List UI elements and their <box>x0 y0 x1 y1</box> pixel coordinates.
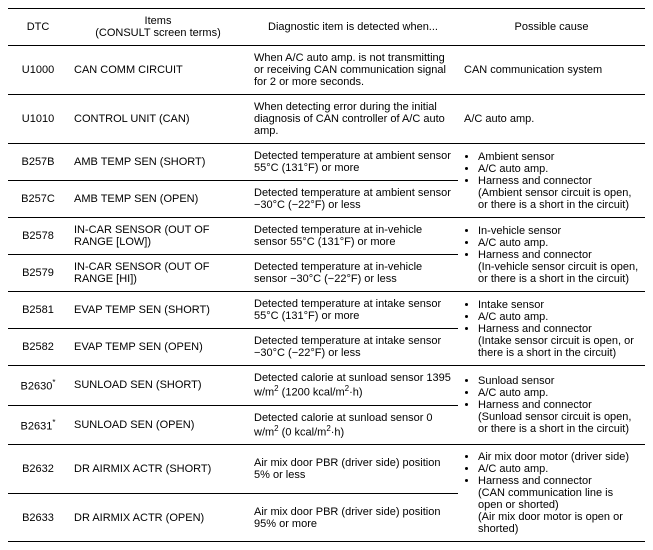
cause-list-item: A/C auto amp. <box>478 311 639 323</box>
table-row: B2630*SUNLOAD SEN (SHORT)Detected calori… <box>8 366 645 406</box>
table-row: B2581EVAP TEMP SEN (SHORT)Detected tempe… <box>8 292 645 329</box>
cause-subtext: (Intake sensor circuit is open, or there… <box>464 335 639 359</box>
diag-cell: Detected temperature at ambient sensor −… <box>248 181 458 218</box>
item-cell: DR AIRMIX ACTR (SHORT) <box>68 445 248 494</box>
cause-cell: Air mix door motor (driver side)A/C auto… <box>458 445 645 542</box>
cause-list-item: Harness and connector <box>478 249 639 261</box>
cause-list: Ambient sensorA/C auto amp.Harness and c… <box>464 151 639 187</box>
dtc-cell: B257C <box>8 181 68 218</box>
item-cell: CAN COMM CIRCUIT <box>68 46 248 95</box>
dtc-cell: U1010 <box>8 95 68 144</box>
item-cell: SUNLOAD SEN (OPEN) <box>68 405 248 445</box>
dtc-cell: U1000 <box>8 46 68 95</box>
dtc-cell: B2581 <box>8 292 68 329</box>
footnote-star: * <box>52 418 55 427</box>
item-cell: AMB TEMP SEN (SHORT) <box>68 144 248 181</box>
item-cell: EVAP TEMP SEN (SHORT) <box>68 292 248 329</box>
cause-subtext: (Air mix door motor is open or shorted) <box>464 511 639 535</box>
cause-list: Intake sensorA/C auto amp.Harness and co… <box>464 299 639 335</box>
cause-list-item: In-vehicle sensor <box>478 225 639 237</box>
cause-subtext: (Sunload sensor circuit is open, or ther… <box>464 411 639 435</box>
dtc-cell: B2579 <box>8 255 68 292</box>
dtc-cell: B2578 <box>8 218 68 255</box>
cause-list-item: A/C auto amp. <box>478 237 639 249</box>
cause-subtext: (CAN communication line is open or short… <box>464 487 639 511</box>
table-row: U1010CONTROL UNIT (CAN)When detecting er… <box>8 95 645 144</box>
item-cell: CONTROL UNIT (CAN) <box>68 95 248 144</box>
cause-list: Air mix door motor (driver side)A/C auto… <box>464 451 639 487</box>
item-cell: SUNLOAD SEN (SHORT) <box>68 366 248 406</box>
cause-list-item: A/C auto amp. <box>478 387 639 399</box>
cause-cell: Intake sensorA/C auto amp.Harness and co… <box>458 292 645 366</box>
table-row: B2578IN-CAR SENSOR (OUT OF RANGE [LOW])D… <box>8 218 645 255</box>
cause-list-item: Air mix door motor (driver side) <box>478 451 639 463</box>
diag-cell: Detected temperature at intake sensor 55… <box>248 292 458 329</box>
diag-cell: When detecting error during the initial … <box>248 95 458 144</box>
dtc-cell: B2632 <box>8 445 68 494</box>
header-items: Items(CONSULT screen terms) <box>68 9 248 46</box>
diag-cell: Air mix door PBR (driver side) position … <box>248 445 458 494</box>
table-row: B2632DR AIRMIX ACTR (SHORT)Air mix door … <box>8 445 645 494</box>
dtc-table: DTC Items(CONSULT screen terms) Diagnost… <box>8 8 645 542</box>
cause-list-item: Intake sensor <box>478 299 639 311</box>
dtc-cell: B2631* <box>8 405 68 445</box>
cause-list-item: Sunload sensor <box>478 375 639 387</box>
dtc-cell: B2633 <box>8 493 68 542</box>
table-row: B257BAMB TEMP SEN (SHORT)Detected temper… <box>8 144 645 181</box>
diag-cell: Detected temperature at in-vehicle senso… <box>248 218 458 255</box>
cause-cell: Sunload sensorA/C auto amp.Harness and c… <box>458 366 645 445</box>
cause-list-item: A/C auto amp. <box>478 463 639 475</box>
cause-cell: Ambient sensorA/C auto amp.Harness and c… <box>458 144 645 218</box>
diag-cell: Detected calorie at sunload sensor 0 w/m… <box>248 405 458 445</box>
item-cell: EVAP TEMP SEN (OPEN) <box>68 329 248 366</box>
footnote-star: * <box>52 378 55 387</box>
header-cause: Possible cause <box>458 9 645 46</box>
table-header-row: DTC Items(CONSULT screen terms) Diagnost… <box>8 9 645 46</box>
table-body: U1000CAN COMM CIRCUITWhen A/C auto amp. … <box>8 46 645 542</box>
cause-list: In-vehicle sensorA/C auto amp.Harness an… <box>464 225 639 261</box>
cause-list-item: Ambient sensor <box>478 151 639 163</box>
cause-list: Sunload sensorA/C auto amp.Harness and c… <box>464 375 639 411</box>
diag-cell: When A/C auto amp. is not transmitting o… <box>248 46 458 95</box>
diag-cell: Detected temperature at ambient sensor 5… <box>248 144 458 181</box>
diag-cell: Detected temperature at in-vehicle senso… <box>248 255 458 292</box>
cause-cell: A/C auto amp. <box>458 95 645 144</box>
cause-list-item: Harness and connector <box>478 399 639 411</box>
header-dtc: DTC <box>8 9 68 46</box>
dtc-cell: B2582 <box>8 329 68 366</box>
dtc-cell: B2630* <box>8 366 68 406</box>
item-cell: IN-CAR SENSOR (OUT OF RANGE [HI]) <box>68 255 248 292</box>
table-row: U1000CAN COMM CIRCUITWhen A/C auto amp. … <box>8 46 645 95</box>
cause-list-item: A/C auto amp. <box>478 163 639 175</box>
diag-cell: Detected calorie at sunload sensor 1395 … <box>248 366 458 406</box>
cause-list-item: Harness and connector <box>478 175 639 187</box>
item-cell: DR AIRMIX ACTR (OPEN) <box>68 493 248 542</box>
diag-cell: Detected temperature at intake sensor −3… <box>248 329 458 366</box>
cause-list-item: Harness and connector <box>478 475 639 487</box>
cause-subtext: (Ambient sensor circuit is open, or ther… <box>464 187 639 211</box>
cause-subtext: (In-vehicle sensor circuit is open, or t… <box>464 261 639 285</box>
item-cell: IN-CAR SENSOR (OUT OF RANGE [LOW]) <box>68 218 248 255</box>
diag-cell: Air mix door PBR (driver side) position … <box>248 493 458 542</box>
cause-cell: In-vehicle sensorA/C auto amp.Harness an… <box>458 218 645 292</box>
cause-list-item: Harness and connector <box>478 323 639 335</box>
header-diag: Diagnostic item is detected when... <box>248 9 458 46</box>
cause-cell: CAN communication system <box>458 46 645 95</box>
item-cell: AMB TEMP SEN (OPEN) <box>68 181 248 218</box>
dtc-cell: B257B <box>8 144 68 181</box>
